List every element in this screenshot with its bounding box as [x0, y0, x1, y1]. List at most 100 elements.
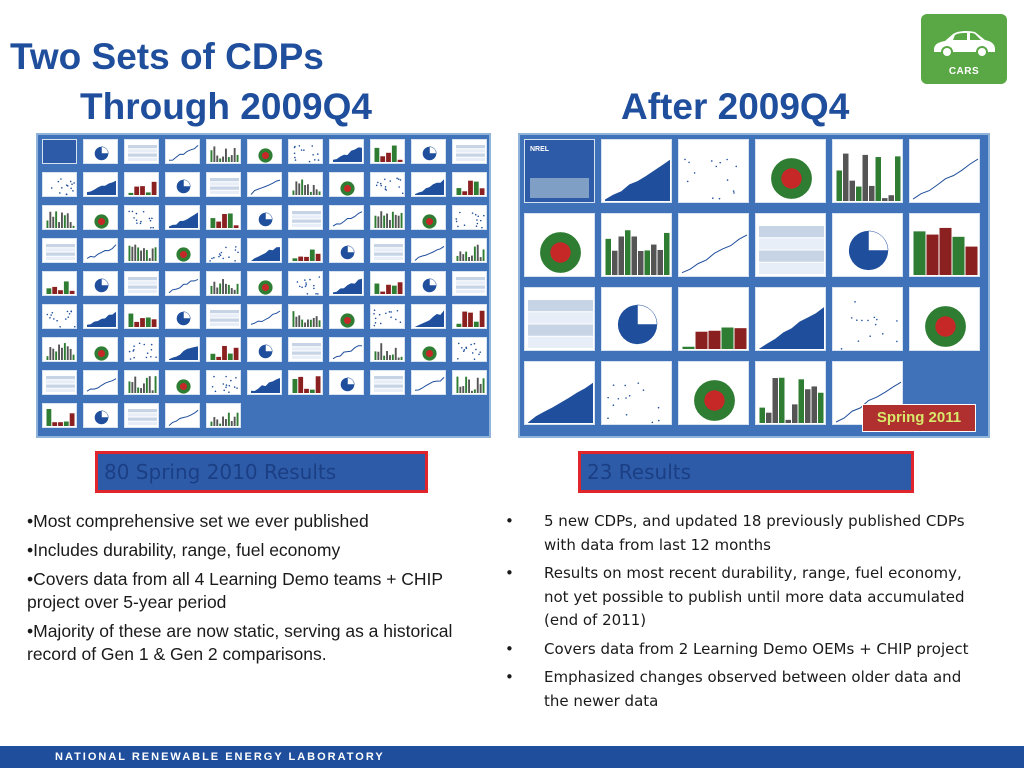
- left-bullet: •Majority of these are now static, servi…: [27, 621, 453, 664]
- cdp-thumbnail: [370, 172, 405, 197]
- cdp-thumbnail: [832, 287, 903, 351]
- cars-label: CARS: [948, 66, 980, 77]
- cdp-thumbnail: [83, 271, 118, 296]
- cdp-thumbnail: [288, 370, 323, 395]
- right-thumbnail-grid: NREL: [518, 133, 990, 438]
- cdp-thumbnail: [288, 304, 323, 329]
- cdp-thumbnail: [206, 271, 241, 296]
- cdp-thumbnail: [452, 337, 487, 362]
- cdp-thumbnail: [452, 304, 487, 329]
- spring-2011-badge: Spring 2011: [862, 404, 976, 432]
- bullet-dot: •: [505, 512, 514, 530]
- cdp-thumbnail: [755, 287, 826, 351]
- cdp-thumbnail: [288, 139, 323, 164]
- cdp-thumbnail: [370, 370, 405, 395]
- cdp-thumbnail: [678, 213, 749, 277]
- cdp-thumbnail: [206, 304, 241, 329]
- cdp-thumbnail: [165, 139, 200, 164]
- cdp-thumbnail: [411, 139, 446, 164]
- cdp-thumbnail: [329, 172, 364, 197]
- cdp-thumbnail: [601, 361, 672, 425]
- cdp-thumbnail: [411, 205, 446, 230]
- cdp-thumbnail: [247, 139, 282, 164]
- cdp-thumbnail: [678, 361, 749, 425]
- cdp-thumbnail: [206, 172, 241, 197]
- cdp-thumbnail: [452, 172, 487, 197]
- cdp-thumbnail: [83, 403, 118, 428]
- cdp-thumbnail: [42, 271, 77, 296]
- left-bullet: •Includes durability, range, fuel econom…: [27, 540, 341, 560]
- cdp-thumbnail: [288, 271, 323, 296]
- cdp-thumbnail: [329, 370, 364, 395]
- footer-bar: NATIONAL RENEWABLE ENERGY LABORATORY: [0, 746, 1024, 768]
- cdp-thumbnail: [411, 172, 446, 197]
- cdp-thumbnail: [411, 271, 446, 296]
- cdp-thumbnail: [909, 287, 980, 351]
- cdp-thumbnail: [42, 205, 77, 230]
- cdp-thumbnail: [206, 403, 241, 428]
- cover-title: NREL: [530, 146, 550, 153]
- cdp-thumbnail: [83, 172, 118, 197]
- cdp-thumbnail: [909, 213, 980, 277]
- cdp-thumbnail: [247, 172, 282, 197]
- cdp-thumbnail: [755, 361, 826, 425]
- cdp-thumbnail: [524, 287, 595, 351]
- cdp-thumbnail: [124, 238, 159, 263]
- car-icon: [934, 30, 995, 58]
- cdp-thumbnail: [524, 213, 595, 277]
- cdp-thumbnail: [755, 139, 826, 203]
- cdp-thumbnail: [329, 304, 364, 329]
- cdp-thumbnail: [247, 271, 282, 296]
- right-bullet-text: Emphasized changes observed between olde…: [544, 668, 962, 710]
- cdp-thumbnail: [165, 271, 200, 296]
- cdp-thumbnail: [83, 337, 118, 362]
- cdp-thumbnail: [165, 403, 200, 428]
- cdp-thumbnail: [524, 361, 595, 425]
- left-heading: Through 2009Q4: [80, 86, 372, 127]
- cover-photo: [530, 178, 589, 198]
- right-heading: After 2009Q4: [621, 86, 850, 127]
- cdp-thumbnail: [165, 205, 200, 230]
- left-bullet-list: •Most comprehensive set we ever publishe…: [27, 510, 467, 672]
- cdp-thumbnail: [452, 205, 487, 230]
- footer-text: NATIONAL RENEWABLE ENERGY LABORATORY: [55, 751, 385, 763]
- page-title: Two Sets of CDPs: [10, 36, 324, 77]
- cdp-thumbnail: [288, 172, 323, 197]
- cdp-thumbnail: [832, 213, 903, 277]
- cdp-thumbnail: [329, 238, 364, 263]
- cdp-thumbnail: [42, 172, 77, 197]
- right-bullet-list: • 5 new CDPs, and updated 18 previously …: [505, 510, 985, 718]
- cdp-thumbnail: [370, 139, 405, 164]
- cdp-thumbnail: [601, 139, 672, 203]
- right-bullet: • Emphasized changes observed between ol…: [505, 666, 985, 713]
- cdp-thumbnail: [42, 403, 77, 428]
- cdp-thumbnail: [42, 370, 77, 395]
- cdp-thumbnail: [288, 205, 323, 230]
- left-bullet: •Covers data from all 4 Learning Demo te…: [27, 569, 443, 612]
- right-bullet: • Covers data from 2 Learning Demo OEMs …: [505, 638, 985, 662]
- cdp-thumbnail: [678, 287, 749, 351]
- cdp-thumbnail: [411, 304, 446, 329]
- cdp-thumbnail: [42, 139, 77, 164]
- cdp-thumbnail: [452, 238, 487, 263]
- right-bullet: • 5 new CDPs, and updated 18 previously …: [505, 510, 985, 557]
- cdp-thumbnail: [165, 172, 200, 197]
- cdp-thumbnail: [288, 238, 323, 263]
- cdp-thumbnail: [370, 271, 405, 296]
- left-thumbnail-grid: [36, 133, 491, 438]
- cdp-thumbnail: [452, 271, 487, 296]
- cdp-thumbnail: [83, 205, 118, 230]
- cdp-thumbnail: [601, 213, 672, 277]
- cdp-thumbnail: [370, 337, 405, 362]
- bullet-dot: •: [505, 639, 514, 658]
- cdp-thumbnail: [678, 139, 749, 203]
- cdp-thumbnail: [755, 213, 826, 277]
- cdp-thumbnail: [42, 304, 77, 329]
- cdp-thumbnail: [165, 238, 200, 263]
- right-results-box: 23 Results: [578, 451, 914, 493]
- right-bullet-text: 5 new CDPs, and updated 18 previously pu…: [544, 512, 965, 554]
- cdp-thumbnail: [370, 238, 405, 263]
- cdp-thumbnail: [411, 337, 446, 362]
- cdp-thumbnail: [329, 337, 364, 362]
- cdp-thumbnail: [83, 370, 118, 395]
